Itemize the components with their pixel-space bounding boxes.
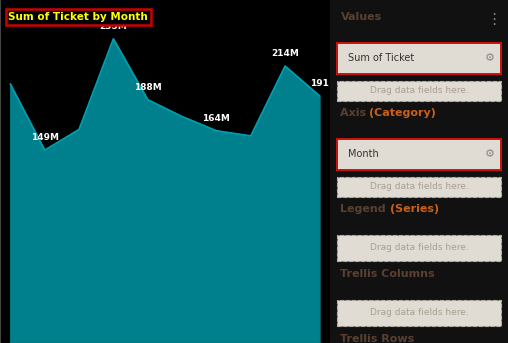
Text: ⚙: ⚙ (485, 53, 495, 63)
Text: Values: Values (340, 12, 382, 22)
Text: Drag data fields here.: Drag data fields here. (369, 308, 468, 318)
FancyBboxPatch shape (337, 235, 501, 261)
Text: Drag data fields here.: Drag data fields here. (369, 182, 468, 191)
Text: Axis: Axis (340, 108, 370, 118)
Text: ⚙: ⚙ (485, 149, 495, 159)
Text: 214M: 214M (271, 49, 299, 58)
Text: 235M: 235M (100, 22, 127, 31)
FancyBboxPatch shape (337, 43, 501, 74)
Text: Legend: Legend (340, 204, 390, 214)
Text: 149M: 149M (30, 133, 58, 142)
Text: Drag data fields here.: Drag data fields here. (369, 243, 468, 252)
Text: 164M: 164M (203, 114, 230, 123)
Text: (Series): (Series) (390, 204, 439, 214)
FancyBboxPatch shape (337, 81, 501, 101)
FancyBboxPatch shape (337, 177, 501, 197)
Text: (Category): (Category) (369, 108, 436, 118)
Text: Sum of Ticket: Sum of Ticket (347, 53, 414, 63)
FancyBboxPatch shape (337, 139, 501, 170)
Text: Drag data fields here.: Drag data fields here. (369, 86, 468, 95)
Text: ⋮: ⋮ (486, 12, 501, 27)
Text: Trellis Rows: Trellis Rows (340, 334, 415, 343)
Text: 188M: 188M (134, 83, 162, 92)
Text: Month: Month (347, 149, 378, 159)
FancyBboxPatch shape (337, 300, 501, 326)
Text: Sum of Ticket by Month: Sum of Ticket by Month (8, 12, 148, 22)
Text: Trellis Columns: Trellis Columns (340, 269, 435, 279)
Text: 191: 191 (310, 79, 329, 88)
